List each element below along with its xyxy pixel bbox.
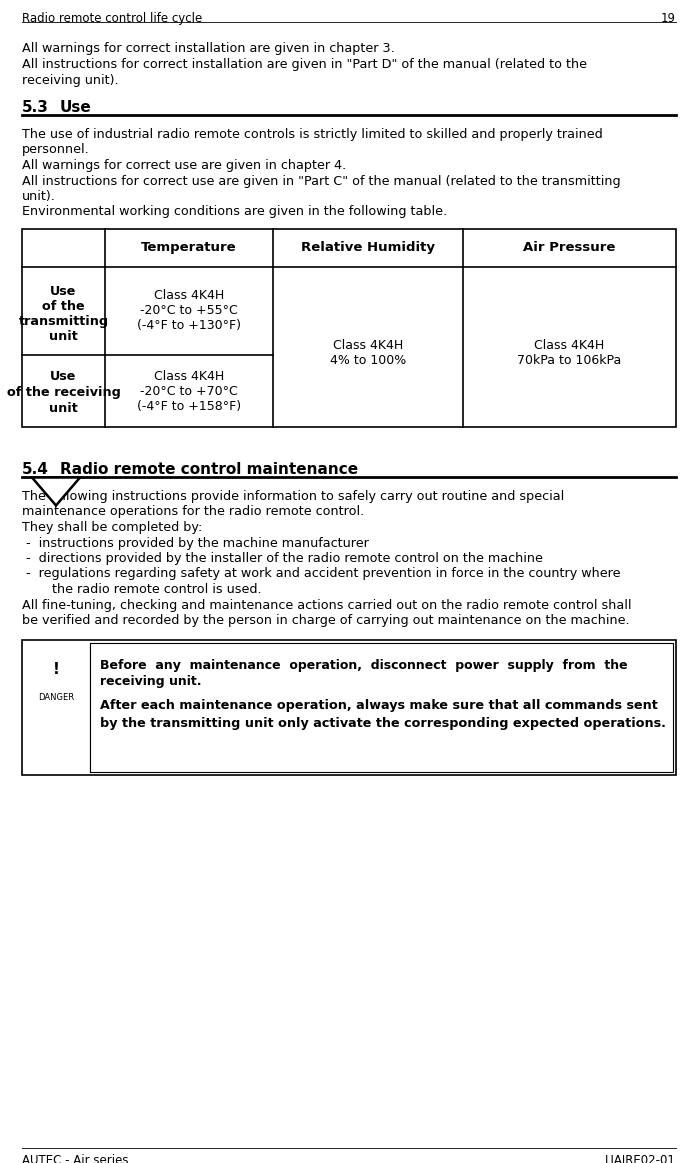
Bar: [22, 640, 676, 775]
Text: All instructions for correct use are given in "Part C" of the manual (related to: All instructions for correct use are giv…: [22, 174, 621, 187]
Text: (-4°F to +130°F): (-4°F to +130°F): [137, 319, 241, 331]
Text: After each maintenance operation, always make sure that all commands sent: After each maintenance operation, always…: [100, 699, 658, 713]
Text: 5.4: 5.4: [22, 462, 49, 477]
Text: The use of industrial radio remote controls is strictly limited to skilled and p: The use of industrial radio remote contr…: [22, 128, 603, 141]
Polygon shape: [32, 478, 80, 506]
Text: -  directions provided by the installer of the radio remote control on the machi: - directions provided by the installer o…: [26, 552, 543, 565]
Text: the radio remote control is used.: the radio remote control is used.: [40, 583, 262, 595]
Bar: [22, 229, 676, 267]
Text: Class 4K4H: Class 4K4H: [154, 370, 224, 383]
Text: Use: Use: [50, 370, 77, 383]
Text: Relative Humidity: Relative Humidity: [301, 241, 435, 254]
Text: All warnings for correct installation are given in chapter 3.: All warnings for correct installation ar…: [22, 42, 395, 55]
Text: of the receiving: of the receiving: [6, 386, 121, 399]
Text: Use: Use: [50, 285, 77, 298]
Text: -  regulations regarding safety at work and accident prevention in force in the : - regulations regarding safety at work a…: [26, 568, 621, 580]
Text: Air Pressure: Air Pressure: [524, 241, 616, 254]
Text: Before  any  maintenance  operation,  disconnect  power  supply  from  the: Before any maintenance operation, discon…: [100, 659, 628, 672]
Text: -20°C to +55°C: -20°C to +55°C: [140, 304, 238, 317]
Text: 4% to 100%: 4% to 100%: [330, 354, 406, 368]
Text: Use: Use: [60, 100, 91, 115]
Text: Temperature: Temperature: [141, 241, 237, 254]
Text: -20°C to +70°C: -20°C to +70°C: [140, 385, 238, 398]
Text: of the: of the: [42, 300, 85, 313]
Text: All instructions for correct installation are given in "Part D" of the manual (r: All instructions for correct installatio…: [22, 58, 587, 71]
Text: receiving unit.: receiving unit.: [100, 676, 202, 688]
Text: Class 4K4H: Class 4K4H: [535, 338, 604, 352]
Text: Class 4K4H: Class 4K4H: [154, 288, 224, 302]
Text: The following instructions provide information to safely carry out routine and s: The following instructions provide infor…: [22, 490, 564, 504]
Text: They shall be completed by:: They shall be completed by:: [22, 521, 202, 534]
Text: Radio remote control life cycle: Radio remote control life cycle: [22, 12, 202, 24]
Text: LIAIRE02-01: LIAIRE02-01: [605, 1154, 676, 1163]
Text: be verified and recorded by the person in charge of carrying out maintenance on : be verified and recorded by the person i…: [22, 614, 630, 627]
Text: !: !: [52, 663, 59, 678]
Text: 70kPa to 106kPa: 70kPa to 106kPa: [517, 354, 622, 368]
Text: All warnings for correct use are given in chapter 4.: All warnings for correct use are given i…: [22, 159, 346, 172]
Bar: [90, 642, 673, 771]
Text: unit).: unit).: [22, 190, 56, 204]
Text: 19: 19: [661, 12, 676, 24]
Text: All fine-tuning, checking and maintenance actions carried out on the radio remot: All fine-tuning, checking and maintenanc…: [22, 599, 632, 612]
Text: by the transmitting unit only activate the corresponding expected operations.: by the transmitting unit only activate t…: [100, 716, 666, 729]
Text: DANGER: DANGER: [38, 693, 74, 702]
Text: maintenance operations for the radio remote control.: maintenance operations for the radio rem…: [22, 506, 364, 519]
Text: Class 4K4H: Class 4K4H: [333, 338, 403, 352]
Text: transmitting: transmitting: [18, 315, 109, 328]
Text: unit: unit: [49, 402, 78, 415]
Text: receiving unit).: receiving unit).: [22, 74, 119, 87]
Text: 5.3: 5.3: [22, 100, 49, 115]
Text: -  instructions provided by the machine manufacturer: - instructions provided by the machine m…: [26, 536, 369, 549]
Text: AUTEC - Air series: AUTEC - Air series: [22, 1154, 128, 1163]
Text: unit: unit: [49, 330, 78, 343]
Text: (-4°F to +158°F): (-4°F to +158°F): [137, 400, 241, 413]
Text: Environmental working conditions are given in the following table.: Environmental working conditions are giv…: [22, 206, 447, 219]
Text: Radio remote control maintenance: Radio remote control maintenance: [60, 462, 358, 477]
Text: personnel.: personnel.: [22, 143, 90, 157]
Bar: [22, 229, 676, 427]
